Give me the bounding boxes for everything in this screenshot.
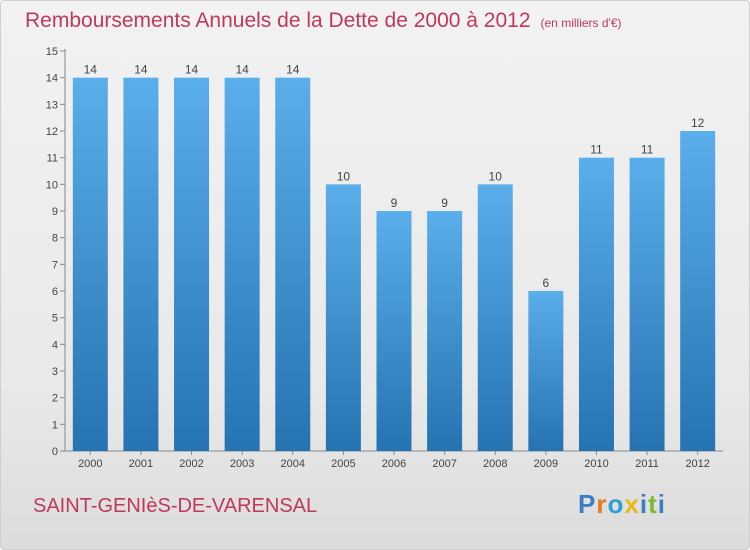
x-tick-label: 2001 (129, 458, 153, 470)
x-tick-label: 2008 (483, 458, 507, 470)
bar-value-label: 14 (134, 63, 148, 77)
bar-value-label: 10 (489, 169, 503, 183)
logo-letter: i (639, 489, 649, 519)
chart-title: Remboursements Annuels de la Dette de 20… (25, 9, 622, 33)
bar-value-label: 9 (441, 196, 448, 210)
bars (72, 77, 716, 452)
chart-title-text: Remboursements Annuels de la Dette de 20… (25, 9, 531, 32)
bar (477, 184, 513, 452)
logo-letter: t (648, 489, 658, 519)
y-tick-label: 2 (52, 393, 58, 405)
bar (72, 77, 108, 452)
bar-value-label: 11 (590, 143, 603, 157)
y-tick-label: 8 (52, 233, 58, 245)
x-tick-label: 2007 (432, 458, 456, 470)
bar (325, 184, 361, 452)
data-labels: 14 14 14 14 14 10 9 9 10 6 11 11 12 (84, 63, 705, 290)
logo-letter: x (624, 489, 640, 519)
y-tick-label: 0 (52, 446, 58, 458)
logo-letter: r (596, 489, 608, 519)
x-tick-label: 2010 (584, 458, 608, 470)
proxiti-logo: Proxiti (578, 489, 666, 520)
y-tick-label: 4 (52, 339, 58, 351)
x-tick-label: 2004 (281, 458, 305, 470)
bar-value-label: 6 (543, 276, 550, 290)
bar (224, 77, 260, 452)
bar (174, 77, 210, 452)
logo-letter: o (607, 489, 625, 519)
bar-value-label: 14 (286, 63, 300, 77)
x-tick-label: 2005 (331, 458, 355, 470)
y-tick-label: 11 (47, 153, 58, 165)
bar (427, 211, 463, 451)
bar-value-label: 14 (84, 63, 98, 77)
x-tick-label: 2011 (635, 458, 659, 470)
bar (275, 77, 311, 452)
x-tick-label: 2009 (534, 458, 558, 470)
y-tick-label: 1 (52, 419, 58, 431)
x-tick-label: 2000 (78, 458, 102, 470)
y-tick-label: 12 (46, 126, 58, 138)
logo-letter: i (657, 489, 666, 519)
bar (528, 291, 564, 451)
bar (680, 131, 716, 451)
y-tick-label: 15 (46, 46, 58, 58)
y-tick-label: 7 (52, 259, 58, 271)
y-tick-label: 13 (46, 99, 58, 111)
logo-letter: P (578, 489, 597, 519)
y-tick-label: 14 (46, 73, 58, 85)
x-tick-label: 2002 (179, 458, 203, 470)
x-tick-label: 2006 (382, 458, 406, 470)
x-tick-label: 2003 (230, 458, 254, 470)
bar-value-label: 12 (691, 116, 705, 130)
bar (123, 77, 159, 452)
y-tick-label: 5 (52, 313, 58, 325)
bar-value-label: 11 (641, 143, 654, 157)
y-tick-label: 6 (52, 286, 58, 298)
bar-value-label: 14 (185, 63, 199, 77)
y-tick-label: 9 (52, 206, 58, 218)
bar (629, 157, 665, 451)
y-tick-label: 3 (52, 366, 58, 378)
x-tick-label: 2012 (685, 458, 709, 470)
bar-value-label: 10 (337, 169, 351, 183)
bar-value-label: 14 (235, 63, 249, 77)
y-tick-label: 10 (46, 179, 58, 191)
bar-value-label: 9 (391, 196, 398, 210)
bar (376, 211, 412, 451)
chart-unit: (en milliers d'€) (540, 16, 622, 30)
bar (578, 157, 614, 451)
city-name: SAINT-GENIèS-DE-VARENSAL (33, 495, 318, 517)
